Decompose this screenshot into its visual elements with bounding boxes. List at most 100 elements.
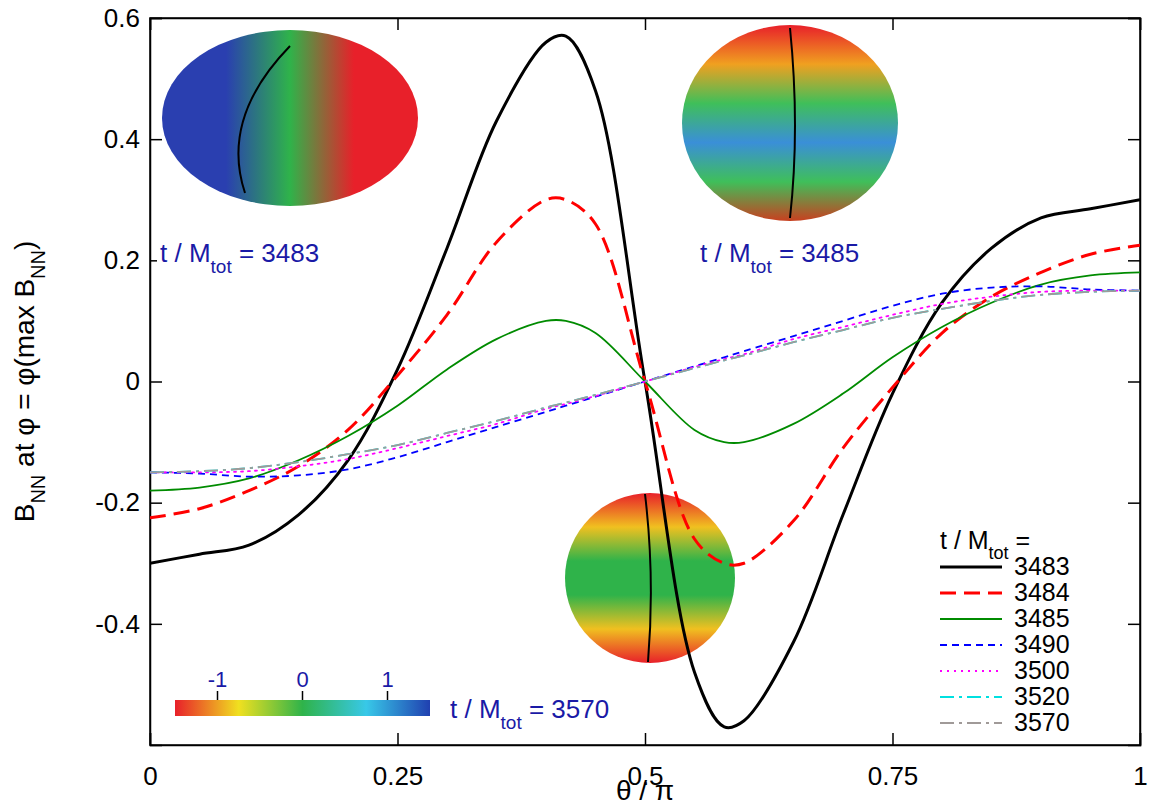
tick: -0.4 [95,609,162,639]
tick-label: 0.6 [104,3,140,33]
tick-mark [1128,502,1140,504]
yticks-axis [1128,19,1141,746]
text-part: t / M [160,238,211,268]
colorbar-label: 0 [296,667,308,692]
legend-swatch [940,592,1002,595]
series-line [150,291,1140,473]
tick: 0.6 [104,3,162,33]
tick: 0.25 [373,733,424,791]
legend-label: 3500 [1014,656,1070,684]
tick: 0.2 [104,245,162,275]
tick-label: 0.4 [104,124,140,154]
text-part: tot [989,543,1009,563]
tick-mark [1128,260,1140,262]
text-part: NN [27,475,49,504]
colorbar-label: -1 [208,667,228,692]
tick-mark [150,624,162,626]
legend-swatch [940,696,1002,698]
tick: 0.75 [868,733,919,791]
text-part: = 3570 [522,694,609,724]
legend-label: 3520 [1014,682,1070,710]
tick-mark [150,18,162,20]
tick [398,18,399,30]
tick [1128,18,1140,19]
text-part: = 3485 [772,238,859,268]
tick-mark [645,18,647,30]
tick-mark [1128,624,1140,626]
legend: t / Mtot =3483348434853490350035203570 [940,526,1070,736]
chart: 00.250.50.751-0.4-0.200.20.40.6t / Mtot … [0,0,1158,806]
tick-mark [1128,381,1140,383]
tick-label: -0.2 [95,487,140,517]
text-part: = 3483 [232,238,319,268]
tick [1128,139,1140,140]
series-line [150,272,1140,490]
colorbar-tick [302,691,304,700]
plot-area: 00.250.50.751-0.4-0.200.20.40.6t / Mtot … [95,3,1148,792]
yticks-axis: -0.4 -0.2 0 0.2 0.4 0.6 [95,3,162,746]
inset-curve [238,46,290,193]
horizon-inset [162,30,418,206]
annotation: t / Mtot = 3570 [450,694,609,733]
axis-line [151,19,163,746]
colorbar-tick [217,691,219,700]
colorbar-label: 1 [381,667,393,692]
text-part: θ / π [616,775,674,806]
legend-label: 3483 [1014,552,1070,580]
series-line [150,35,1140,727]
annotations: t / Mtot = 3483t / Mtot = 3485t / Mtot =… [157,237,862,734]
axis-line [151,733,1141,746]
tick-mark [150,502,162,504]
axis-line [1128,19,1141,746]
text-part: at φ = φ(max B [9,279,40,475]
tick-label: 0 [143,761,157,791]
tick-mark [892,18,894,30]
series-lines [150,35,1140,727]
tick [1128,624,1140,625]
text-part: = [1009,526,1031,554]
plot-frame [150,18,1140,745]
tick-mark [397,18,399,30]
tick: 0.4 [104,124,162,154]
horizon-inset [682,25,898,221]
series-line [150,291,1140,473]
tick-mark [150,139,162,141]
annotation-patch [697,237,862,278]
axis-line [151,19,1141,31]
tick-label: -0.4 [95,609,140,639]
tick [645,18,646,30]
tick-label: 0.2 [104,245,140,275]
tick-mark [645,733,647,745]
text-part: B [9,504,40,523]
legend-swatch [940,566,1002,569]
legend-label: 3485 [1014,604,1070,632]
colorbar: -1 0 1 [175,667,430,716]
legend-label: 3570 [1014,708,1070,736]
xticks-axis [151,18,1141,30]
tick: -0.2 [95,487,162,517]
tick: 0 [126,366,162,396]
inset-curve [645,494,651,662]
text-part: t / M [450,694,501,724]
legend-label: 3490 [1014,630,1070,658]
text-part: tot [501,712,523,733]
horizon-inset [565,493,735,663]
tick-mark [1128,18,1140,20]
tick-label: 1 [1133,761,1147,791]
text-part: tot [211,256,233,277]
series-line [150,286,1140,476]
tick [1128,503,1140,504]
text-part: t / M [700,238,751,268]
tick [893,18,894,30]
colorbar-bar [175,700,430,716]
inset-curve [790,28,795,218]
tick [1128,260,1140,261]
series-line [150,291,1140,473]
annotation: t / Mtot = 3483 [160,238,319,277]
text-part: tot [751,256,773,277]
text-part: t / M [940,526,989,554]
tick [1128,382,1140,383]
series-line [150,198,1140,565]
annotation-patch [157,237,322,278]
tick-mark [1128,139,1140,141]
